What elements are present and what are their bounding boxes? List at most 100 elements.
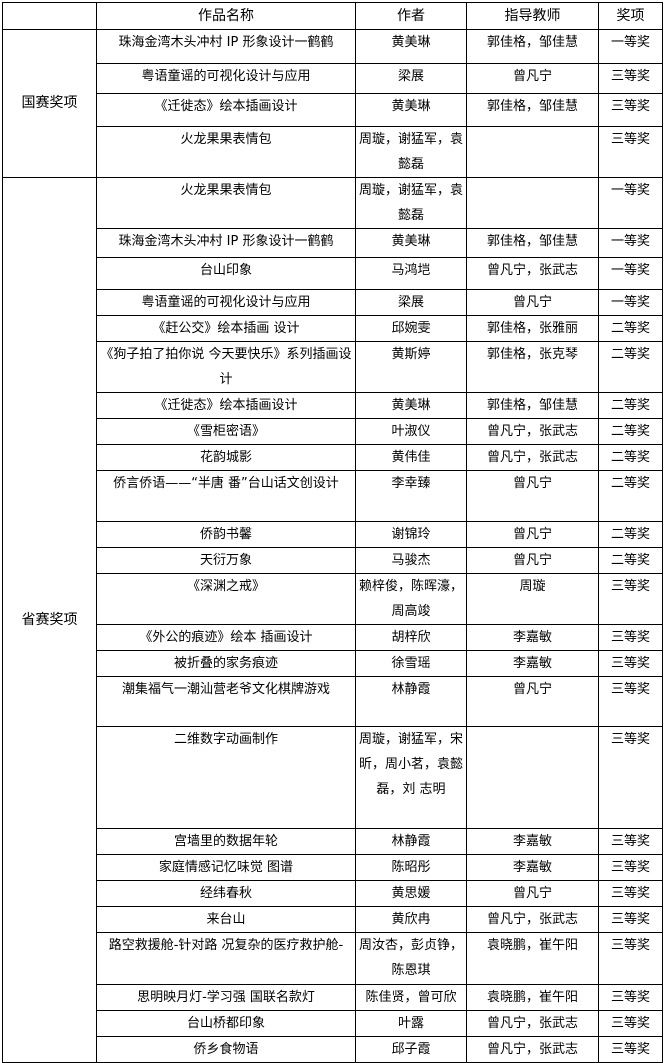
work-name-cell: 路空救援舱-针对路 况复杂的医疗救护舱- [96, 932, 356, 985]
work-name-cell: 《迁徙态》绘本插画设计 [96, 93, 356, 127]
table-row: 《迁徙态》绘本插画设计 黄美琳 郭佳格，邹佳慧 三等奖 [3, 93, 663, 127]
author-cell: 周璇，谢猛军，袁懿磊 [355, 177, 467, 229]
author-cell: 李幸臻 [355, 470, 467, 522]
section-label: 省赛奖项 [2, 177, 97, 1063]
award-cell: 二等奖 [598, 444, 663, 471]
author-cell: 邱婉雯 [355, 315, 467, 342]
header-award: 奖项 [598, 2, 663, 30]
table-row: 被折叠的家务痕迹 徐雪瑶 李嘉敏 三等奖 [3, 650, 663, 677]
table-row: 《外公的痕迹》绘本 插画设计 胡梓欣 李嘉敏 三等奖 [3, 624, 663, 651]
award-cell: 一等奖 [598, 289, 663, 316]
award-cell: 三等奖 [598, 650, 663, 677]
teacher-cell: 李嘉敏 [466, 624, 599, 651]
author-cell: 赖梓俊，陈晖濠，周高竣 [355, 573, 467, 625]
award-cell: 一等奖 [598, 177, 663, 229]
table-row: 省赛奖项 火龙果果表情包 周璇，谢猛军，袁懿磊 一等奖 [2, 177, 663, 1063]
award-cell: 二等奖 [598, 418, 663, 445]
teacher-cell: 李嘉敏 [466, 854, 599, 881]
author-cell: 徐雪瑶 [355, 650, 467, 677]
author-cell: 黄伟佳 [355, 444, 467, 471]
table-row: 家庭情感记忆味觉 图谱 陈昭彤 李嘉敏 三等奖 [3, 854, 663, 881]
award-cell: 一等奖 [598, 257, 663, 290]
teacher-cell: 曾凡宁，张武志 [466, 1036, 599, 1063]
teacher-cell: 李嘉敏 [466, 650, 599, 677]
teacher-cell: 曾凡宁 [466, 521, 599, 548]
teacher-cell: 袁晓鹏，崔午阳 [466, 932, 599, 985]
teacher-cell: 李嘉敏 [466, 828, 599, 855]
work-name-cell: 潮集福气一潮汕营老爷文化棋牌游戏 [96, 676, 356, 727]
author-cell: 林静霞 [355, 676, 467, 727]
work-name-cell: 《赶公交》绘本插画 设计 [96, 315, 356, 342]
award-cell: 一等奖 [598, 228, 663, 258]
award-cell: 三等奖 [598, 624, 663, 651]
teacher-cell: 曾凡宁 [466, 676, 599, 727]
work-name-cell: 侨乡食物语 [96, 1036, 356, 1063]
work-name-cell: 火龙果果表情包 [96, 126, 356, 178]
work-name-cell: 宫墙里的数据年轮 [96, 828, 356, 855]
award-cell: 三等奖 [598, 880, 663, 907]
author-cell: 陈昭彤 [355, 854, 467, 881]
author-cell: 黄美琳 [355, 93, 467, 127]
work-name-cell: 经纬春秋 [96, 880, 356, 907]
work-name-cell: 《深渊之戒》 [96, 573, 356, 625]
table-row: 路空救援舱-针对路 况复杂的医疗救护舱- 周汝杏，彭贞铮，陈恩琪 袁晓鹏，崔午阳 三等… [3, 932, 663, 985]
teacher-cell: 郭佳格，邹佳慧 [466, 228, 599, 258]
award-cell: 三等奖 [598, 573, 663, 625]
teacher-cell: 曾凡宁，张武志 [466, 906, 599, 933]
table-row: 侨乡食物语 邱子霞 曾凡宁，张武志 三等奖 [3, 1036, 663, 1063]
work-name-cell: 家庭情感记忆味觉 图谱 [96, 854, 356, 881]
teacher-cell: 曾凡宁，张武志 [466, 257, 599, 290]
award-cell: 三等奖 [598, 906, 663, 933]
award-cell: 三等奖 [598, 984, 663, 1011]
table-row: 粤语童谣的可视化设计与应用 梁展 曾凡宁 三等奖 [3, 63, 663, 94]
teacher-cell: 曾凡宁 [466, 880, 599, 907]
author-cell: 黄欣冉 [355, 906, 467, 933]
header-teacher: 指导教师 [466, 2, 599, 30]
work-name-cell: 粤语童谣的可视化设计与应用 [96, 289, 356, 316]
table-row: 侨韵书馨 谢锦玲 曾凡宁 二等奖 [3, 521, 663, 548]
work-name-cell: 思明映月灯-学习强 国联名款灯 [96, 984, 356, 1011]
table-row: 思明映月灯-学习强 国联名款灯 陈佳贤，曾可欣 袁晓鹏，崔午阳 三等奖 [3, 984, 663, 1011]
award-cell: 三等奖 [598, 1036, 663, 1063]
author-cell: 马骏杰 [355, 547, 467, 574]
work-name-cell: 《狗子拍了拍你说 今天要快乐》系列插画设计 [96, 341, 356, 393]
author-cell: 陈佳贤，曾可欣 [355, 984, 467, 1011]
award-cell: 一等奖 [598, 29, 663, 64]
author-cell: 梁展 [355, 289, 467, 316]
award-cell: 三等奖 [598, 93, 663, 127]
work-name-cell: 粤语童谣的可视化设计与应用 [96, 63, 356, 94]
work-name-cell: 《雪柜密语》 [96, 418, 356, 445]
work-name-cell: 花韵城影 [96, 444, 356, 471]
work-name-cell: 来台山 [96, 906, 356, 933]
teacher-cell: 曾凡宁 [466, 63, 599, 94]
work-name-cell: 火龙果果表情包 [96, 177, 356, 229]
work-name-cell: 被折叠的家务痕迹 [96, 650, 356, 677]
work-name-cell: 天衍万象 [96, 547, 356, 574]
award-cell: 三等奖 [598, 854, 663, 881]
teacher-cell [466, 177, 599, 229]
award-cell: 三等奖 [598, 828, 663, 855]
table-row: 《雪柜密语》 叶淑仪 曾凡宁，张武志 二等奖 [3, 418, 663, 445]
teacher-cell: 曾凡宁 [466, 289, 599, 316]
header-name: 作品名称 [96, 2, 356, 30]
author-cell: 黄美琳 [355, 392, 467, 419]
table-row: 侨言侨语——“半唐 番”台山话文创设计 李幸臻 曾凡宁 二等奖 [3, 470, 663, 522]
award-cell: 三等奖 [598, 126, 663, 178]
author-cell: 谢锦玲 [355, 521, 467, 548]
author-cell: 邱子霞 [355, 1036, 467, 1063]
author-cell: 周璇，谢猛军，宋昕，周小茗，袁懿磊，刘 志明 [355, 726, 467, 829]
teacher-cell [466, 126, 599, 178]
table-row: 天衍万象 马骏杰 曾凡宁 二等奖 [3, 547, 663, 574]
work-name-cell: 侨韵书馨 [96, 521, 356, 548]
table-row: 经纬春秋 黄思媛 曾凡宁 三等奖 [3, 880, 663, 907]
teacher-cell: 曾凡宁，张武志 [466, 1010, 599, 1037]
award-cell: 二等奖 [598, 521, 663, 548]
teacher-cell [466, 726, 599, 829]
table-row: 台山桥都印象 叶露 曾凡宁，张武志 三等奖 [3, 1010, 663, 1037]
award-cell: 三等奖 [598, 932, 663, 985]
award-cell: 三等奖 [598, 1010, 663, 1037]
table-row: 宫墙里的数据年轮 林静霞 李嘉敏 三等奖 [3, 828, 663, 855]
header-row: 作品名称 作者 指导教师 奖项 [2, 2, 663, 30]
teacher-cell: 周璇 [466, 573, 599, 625]
